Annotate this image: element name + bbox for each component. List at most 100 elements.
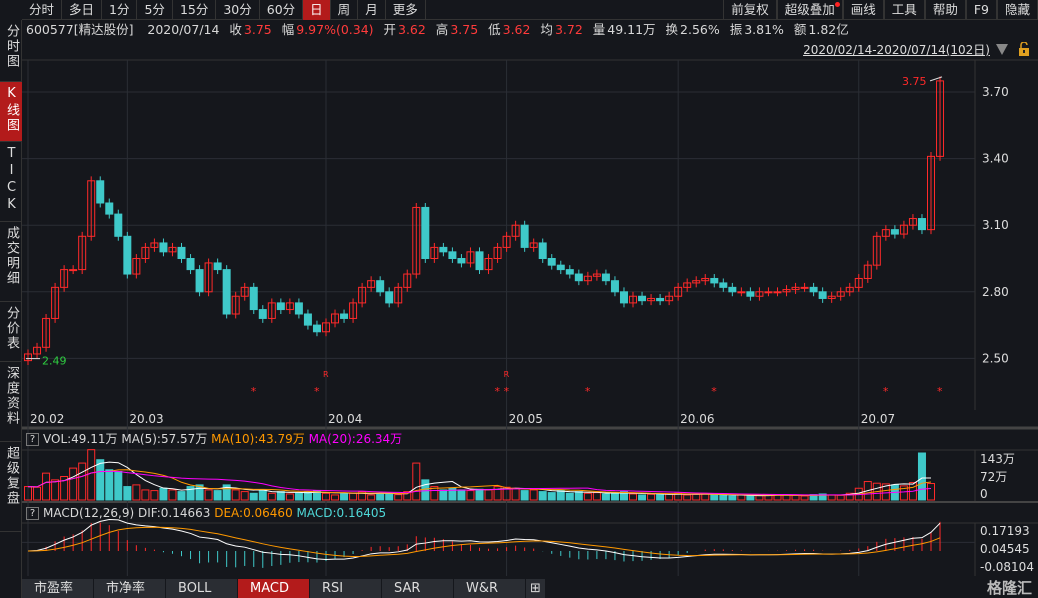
volume-bar bbox=[204, 489, 213, 501]
period-tab[interactable]: 更多 bbox=[386, 0, 426, 20]
candle bbox=[204, 262, 213, 293]
volume-bar bbox=[827, 494, 836, 501]
quote-info-bar: 600577[精达股份] 2020/07/14 收 3.75 幅 9.97%(0.3… bbox=[26, 20, 851, 40]
period-tab[interactable]: 周 bbox=[331, 0, 359, 20]
tool-button[interactable]: 工具 bbox=[883, 0, 925, 20]
low-label: 低 bbox=[488, 22, 501, 37]
add-tab-icon[interactable]: ⊞ bbox=[526, 579, 546, 598]
sidebar-item[interactable]: TICK bbox=[0, 142, 22, 222]
vol-value: 49.11万 bbox=[607, 22, 656, 37]
sidebar-item[interactable]: K线图 bbox=[0, 82, 22, 142]
indicator-tab[interactable]: SAR bbox=[382, 579, 454, 598]
volume-bar bbox=[638, 494, 647, 501]
volume-bar bbox=[583, 492, 592, 501]
candle bbox=[656, 297, 665, 302]
volume-bar bbox=[899, 485, 908, 501]
volume-bar bbox=[791, 494, 800, 501]
period-tab[interactable]: 月 bbox=[358, 0, 386, 20]
tool-button-label: 帮助 bbox=[932, 2, 958, 17]
max-arrow bbox=[929, 76, 943, 82]
candle bbox=[737, 291, 746, 294]
lock-icon[interactable] bbox=[1018, 42, 1030, 56]
tool-button[interactable]: 前复权 bbox=[723, 0, 777, 20]
candle bbox=[69, 269, 78, 272]
volume-bar bbox=[231, 489, 240, 501]
indicator-tab[interactable]: BOLL bbox=[166, 579, 238, 598]
tool-button[interactable]: 超级叠加 bbox=[776, 0, 843, 20]
volume-bar bbox=[520, 490, 529, 501]
period-tab[interactable]: 1分 bbox=[102, 0, 138, 20]
candle bbox=[457, 258, 466, 264]
volume-bar bbox=[448, 487, 457, 501]
candle bbox=[818, 291, 827, 299]
range-dropdown-icon[interactable] bbox=[996, 44, 1008, 55]
indicator-tab[interactable]: RSI bbox=[310, 579, 382, 598]
sidebar-item[interactable]: 分价表 bbox=[0, 302, 22, 362]
volume-bar bbox=[294, 492, 303, 501]
open-value: 3.62 bbox=[398, 22, 426, 37]
candle bbox=[358, 286, 367, 304]
volume-bar bbox=[737, 494, 746, 501]
candle bbox=[430, 246, 439, 259]
tool-button-label: 画线 bbox=[850, 2, 876, 17]
sidebar-item[interactable]: 成交明细 bbox=[0, 222, 22, 302]
candle bbox=[719, 282, 728, 288]
candle bbox=[150, 242, 159, 248]
candle bbox=[412, 206, 421, 275]
date-tick: 20.05 bbox=[509, 412, 543, 426]
volume-bar bbox=[439, 489, 448, 501]
period-tab[interactable]: 日 bbox=[303, 0, 331, 20]
date-range-link[interactable]: 2020/02/14-2020/07/14(102日) bbox=[803, 43, 990, 57]
volume-bar bbox=[502, 486, 511, 501]
volume-bar bbox=[150, 490, 159, 501]
candle bbox=[601, 273, 610, 282]
period-tab[interactable]: 15分 bbox=[173, 0, 217, 20]
candle bbox=[24, 353, 32, 362]
period-tab[interactable]: 30分 bbox=[216, 0, 260, 20]
volume-bar bbox=[132, 484, 141, 501]
sidebar-item[interactable]: 超级复盘 bbox=[0, 442, 22, 532]
high-value: 3.75 bbox=[450, 22, 479, 37]
volume-bar bbox=[574, 491, 583, 501]
indicator-tab[interactable]: 市盈率 bbox=[22, 579, 94, 598]
tool-button[interactable]: 隐藏 bbox=[996, 0, 1038, 20]
date-tick: 20.03 bbox=[129, 412, 163, 426]
help-icon[interactable]: ? bbox=[26, 507, 39, 520]
period-tab[interactable]: 5分 bbox=[137, 0, 173, 20]
tool-button[interactable]: F9 bbox=[965, 0, 997, 20]
date-tick: 20.04 bbox=[328, 412, 362, 426]
period-tab[interactable]: 分时 bbox=[22, 0, 63, 20]
sidebar-item[interactable]: 分时图 bbox=[0, 20, 22, 82]
indicator-tab[interactable]: 市净率 bbox=[94, 579, 166, 598]
sidebar-item[interactable]: 深度资料 bbox=[0, 362, 22, 442]
indicator-tab[interactable]: MACD bbox=[238, 579, 310, 598]
candle bbox=[303, 313, 312, 326]
candle bbox=[701, 277, 710, 282]
candle bbox=[186, 258, 195, 271]
candle bbox=[773, 291, 782, 294]
tool-button[interactable]: 帮助 bbox=[924, 0, 966, 20]
candle bbox=[96, 180, 105, 204]
close-label: 收 bbox=[229, 22, 242, 37]
volume-bar bbox=[105, 469, 114, 501]
candle bbox=[692, 280, 701, 284]
volume-bar bbox=[927, 483, 935, 501]
signal-marker: R bbox=[504, 370, 510, 379]
volume-bar bbox=[845, 492, 854, 501]
indicator-tab[interactable]: W&R bbox=[454, 579, 526, 598]
tool-button-label: 超级叠加 bbox=[784, 2, 835, 17]
volume-bar bbox=[881, 483, 890, 501]
candle bbox=[177, 246, 186, 259]
period-tab[interactable]: 60分 bbox=[260, 0, 304, 20]
help-icon[interactable]: ? bbox=[26, 433, 39, 446]
candle bbox=[340, 313, 349, 319]
change-label: 幅 bbox=[281, 22, 295, 37]
candle bbox=[114, 213, 123, 237]
tool-button[interactable]: 画线 bbox=[842, 0, 884, 20]
volume-bar bbox=[656, 494, 665, 501]
macd-tick: 0.17193 bbox=[980, 524, 1030, 538]
macd-header: ? MACD(12,26,9) DIF:0.14663 DEA:0.06460 M… bbox=[22, 504, 386, 522]
period-tab[interactable]: 多日 bbox=[62, 0, 103, 20]
volume-bar bbox=[141, 489, 150, 501]
